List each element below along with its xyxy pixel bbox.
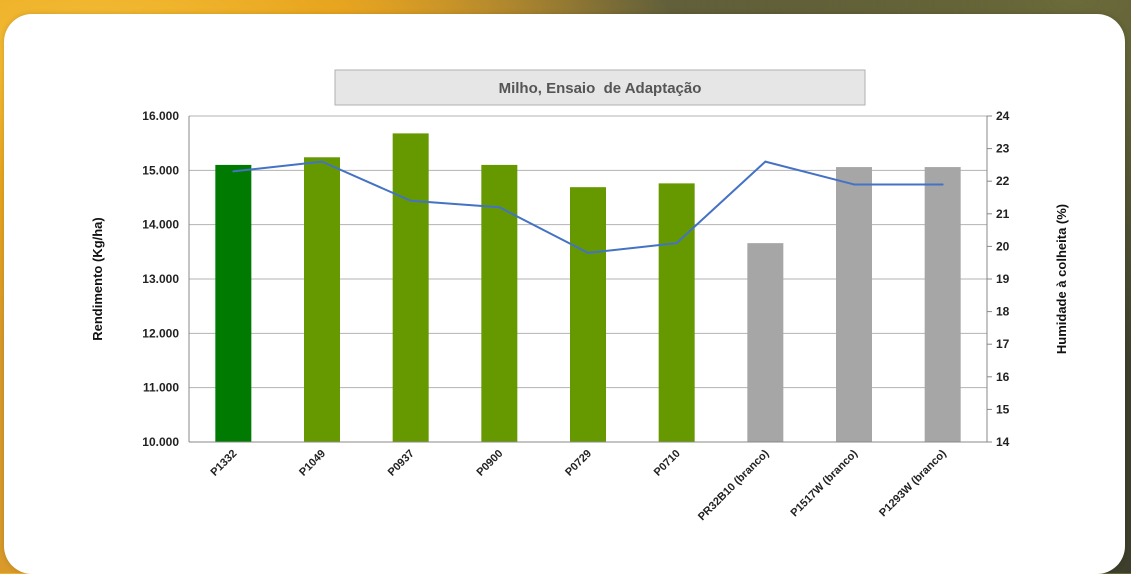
chart-title: Milho, Ensaio de Adaptação <box>499 80 702 97</box>
line-point <box>409 199 412 202</box>
y-tick-label: 15.000 <box>142 163 179 177</box>
y2-tick-label: 17 <box>996 337 1010 351</box>
y2-tick-label: 21 <box>996 207 1010 221</box>
line-point <box>232 170 235 173</box>
y2-tick-label: 15 <box>996 402 1010 416</box>
bar <box>747 243 784 442</box>
line-point <box>498 206 501 209</box>
y-tick-label: 13.000 <box>142 272 179 286</box>
y-tick-label: 16.000 <box>142 109 179 123</box>
category-label: P0900 <box>474 448 505 479</box>
y2-tick-label: 24 <box>996 109 1010 123</box>
y-axis-title: Rendimento (Kg/ha) <box>90 217 105 341</box>
bar <box>481 164 518 442</box>
bar <box>658 183 695 442</box>
y-tick-label: 10.000 <box>142 435 179 449</box>
line-point <box>853 183 855 186</box>
bar <box>215 164 252 442</box>
category-label: P1332 <box>208 448 239 479</box>
bar <box>304 157 340 442</box>
category-label: P0729 <box>563 448 594 479</box>
y-tick-label: 14.000 <box>142 218 179 232</box>
title-box-background <box>334 69 866 106</box>
y-tick-label: 11.000 <box>143 381 179 395</box>
category-label: P1293W (branco) <box>877 447 949 519</box>
y2-tick-label: 20 <box>996 239 1010 253</box>
y-tick-label: 12.000 <box>142 326 179 340</box>
category-label: P1517W (branco) <box>789 447 861 519</box>
category-label: PR32B10 (branco) <box>696 447 772 523</box>
bar <box>924 167 961 442</box>
moisture-line-series <box>232 160 944 254</box>
category-label: P0710 <box>652 448 683 479</box>
line-point <box>764 160 767 163</box>
y2-tick-label: 19 <box>996 272 1010 286</box>
line-point <box>321 160 323 163</box>
right-axis-ticks: 14 15 16 17 18 19 20 21 22 23 24 <box>987 109 1010 449</box>
y2-tick-label: 14 <box>996 435 1010 449</box>
y2-axis-title: Humidade à colheita (%) <box>1054 204 1069 354</box>
y2-tick-label: 23 <box>996 142 1010 156</box>
yield-moisture-chart: Milho, Ensaio de Adaptação 10.00011.0001… <box>90 69 1069 523</box>
y2-tick-label: 22 <box>996 174 1010 188</box>
chart-card: Milho, Ensaio de Adaptação 10.000 11.000 1… <box>4 14 1125 574</box>
category-label: P1049 <box>297 448 328 479</box>
bar <box>392 133 429 442</box>
left-axis-ticks: 10.000 11.000 12.000 13.000 14.000 15.000 16.0… <box>142 109 179 449</box>
line-point <box>675 242 678 245</box>
bar <box>570 187 606 442</box>
line-point <box>587 251 589 254</box>
category-label: P0937 <box>386 448 417 479</box>
bar-series <box>215 133 961 442</box>
y2-tick-label: 16 <box>996 370 1010 384</box>
bar <box>836 167 872 442</box>
category-labels: P1332 P1049 P0937 P0900 P0729 P0710 PR32B10 (b… <box>208 447 949 523</box>
title-box: Milho, Ensaio de Adaptação <box>334 69 866 106</box>
y2-tick-label: 18 <box>996 305 1010 319</box>
line-point <box>941 183 944 186</box>
